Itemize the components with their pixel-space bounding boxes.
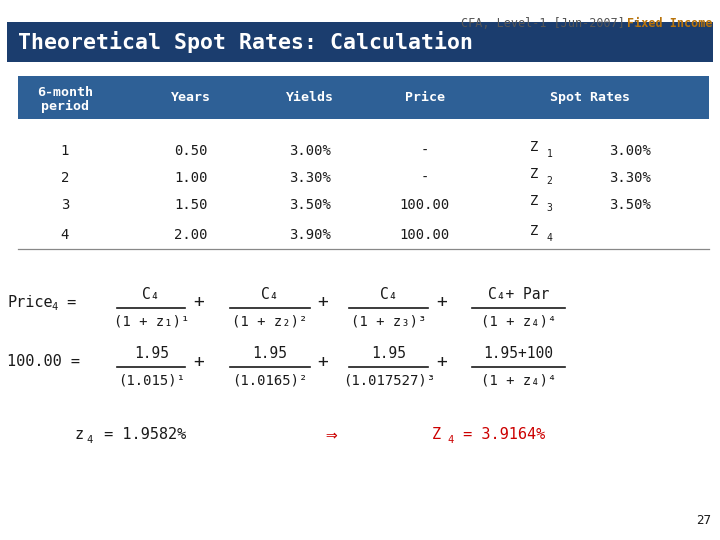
- Text: +: +: [317, 293, 328, 312]
- Text: (1 + z₄)⁴: (1 + z₄)⁴: [481, 314, 556, 328]
- FancyBboxPatch shape: [7, 22, 713, 62]
- Text: C₄+ Par: C₄+ Par: [487, 287, 549, 302]
- Text: 3.00%: 3.00%: [289, 144, 330, 158]
- Text: +: +: [317, 353, 328, 371]
- Text: =: =: [58, 295, 76, 310]
- Text: Yields: Yields: [286, 91, 333, 104]
- FancyBboxPatch shape: [18, 76, 709, 119]
- Text: (1.017527)³: (1.017527)³: [343, 374, 435, 388]
- Text: Z: Z: [432, 427, 441, 442]
- Text: Z: Z: [530, 224, 539, 238]
- Text: (1.0165)²: (1.0165)²: [233, 374, 307, 388]
- Text: (1 + z₄)⁴: (1 + z₄)⁴: [481, 374, 556, 388]
- Text: 3.30%: 3.30%: [609, 171, 651, 185]
- Text: +: +: [436, 293, 447, 312]
- Text: 2: 2: [60, 171, 69, 185]
- Text: 3.50%: 3.50%: [609, 198, 651, 212]
- Text: 0.50: 0.50: [174, 144, 207, 158]
- Text: Price: Price: [405, 91, 445, 104]
- Text: CFA, Level-1 [Jun-2007] :: CFA, Level-1 [Jun-2007] :: [461, 17, 646, 30]
- Text: period: period: [41, 100, 89, 113]
- Text: 1.50: 1.50: [174, 198, 207, 212]
- Text: = 3.9164%: = 3.9164%: [454, 427, 545, 442]
- Text: 3: 3: [60, 198, 69, 212]
- Text: 1: 1: [60, 144, 69, 158]
- Text: -: -: [420, 144, 429, 158]
- Text: 27: 27: [696, 514, 711, 526]
- Text: 3.90%: 3.90%: [289, 228, 330, 242]
- Text: 2: 2: [546, 177, 552, 186]
- Text: = 1.9582%: = 1.9582%: [95, 427, 186, 442]
- Text: Years: Years: [171, 91, 211, 104]
- Text: (1 + z₂)²: (1 + z₂)²: [233, 314, 307, 328]
- Text: (1.015)¹: (1.015)¹: [117, 374, 185, 388]
- Text: +: +: [193, 293, 204, 312]
- Text: (1 + z₁)¹: (1 + z₁)¹: [114, 314, 189, 328]
- Text: +: +: [436, 353, 447, 371]
- Text: -: -: [420, 171, 429, 185]
- Text: C₄: C₄: [143, 287, 160, 302]
- Text: 1.00: 1.00: [174, 171, 207, 185]
- Text: 6-month: 6-month: [37, 85, 93, 98]
- Text: C₄: C₄: [380, 287, 397, 302]
- Text: 1.95: 1.95: [134, 346, 168, 361]
- Text: 3.30%: 3.30%: [289, 171, 330, 185]
- Text: Spot Rates: Spot Rates: [550, 91, 631, 104]
- Text: (1 + z₃)³: (1 + z₃)³: [351, 314, 426, 328]
- Text: 4: 4: [52, 302, 58, 312]
- Text: Fixed Income: Fixed Income: [627, 17, 713, 30]
- Text: 100.00: 100.00: [400, 198, 450, 212]
- Text: 3.50%: 3.50%: [289, 198, 330, 212]
- Text: 1.95: 1.95: [372, 346, 406, 361]
- Text: 1: 1: [546, 150, 552, 159]
- Text: Z: Z: [530, 194, 539, 208]
- Text: 3: 3: [546, 204, 552, 213]
- Text: 2.00: 2.00: [174, 228, 207, 242]
- Text: z: z: [75, 427, 84, 442]
- Text: Z: Z: [530, 140, 539, 154]
- Text: 1.95+100: 1.95+100: [483, 346, 554, 361]
- Text: 4: 4: [60, 228, 69, 242]
- Text: 4: 4: [86, 435, 92, 445]
- Text: 100.00 =: 100.00 =: [7, 354, 80, 369]
- Text: Price: Price: [7, 295, 53, 310]
- Text: Theoretical Spot Rates: Calculation: Theoretical Spot Rates: Calculation: [18, 31, 473, 53]
- Text: C₄: C₄: [261, 287, 279, 302]
- Text: +: +: [193, 353, 204, 371]
- Text: Z: Z: [530, 167, 539, 181]
- Text: 100.00: 100.00: [400, 228, 450, 242]
- Text: 1.95: 1.95: [253, 346, 287, 361]
- Text: ⇒: ⇒: [325, 425, 337, 444]
- Text: 4: 4: [448, 435, 454, 445]
- Text: 3.00%: 3.00%: [609, 144, 651, 158]
- Text: 4: 4: [546, 233, 552, 243]
